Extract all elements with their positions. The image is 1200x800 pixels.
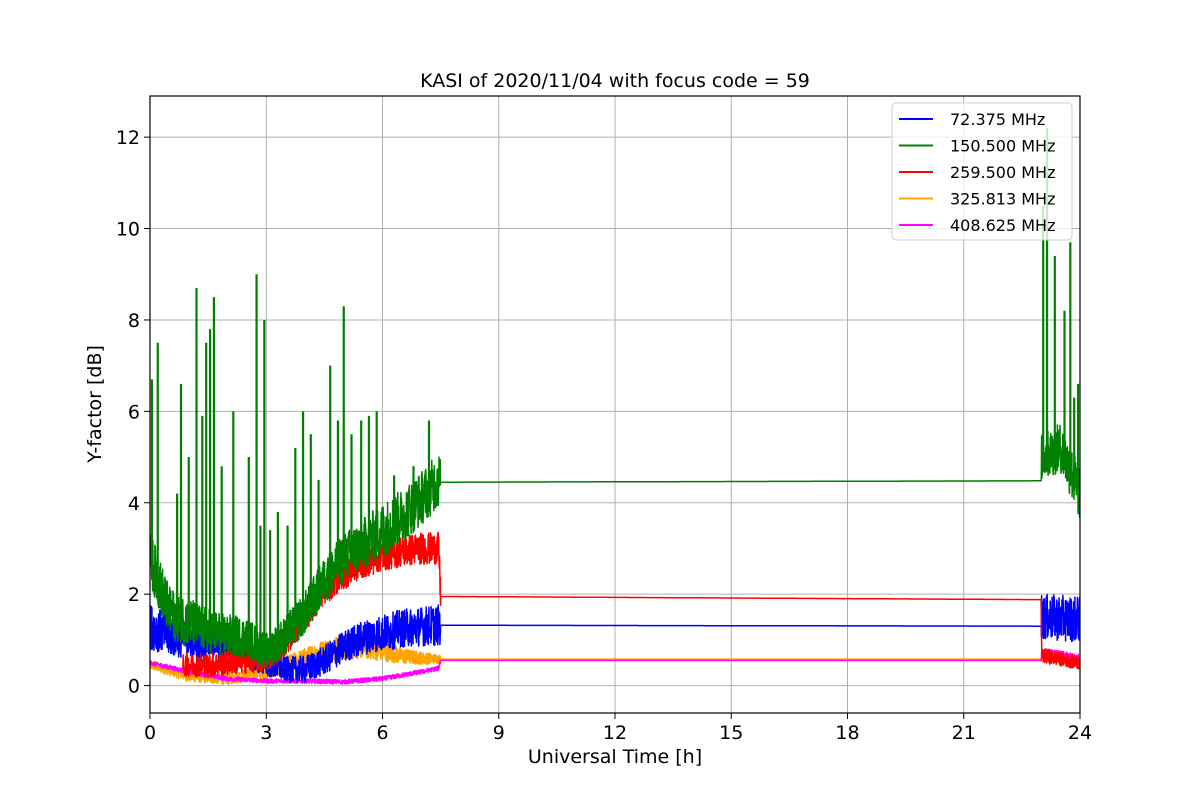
- x-tick-label: 6: [376, 722, 388, 744]
- legend-entry-label: 408.625 MHz: [950, 216, 1055, 235]
- series-line: [150, 593, 1080, 684]
- x-axis-label: Universal Time [h]: [528, 746, 702, 768]
- x-tick-label: 9: [493, 722, 505, 744]
- y-axis: 0 2 4 6 8 10 12: [116, 127, 150, 698]
- y-tick-label: 12: [116, 127, 140, 149]
- legend-entry-label: 150.500 MHz: [950, 137, 1055, 156]
- x-tick-label: 0: [144, 722, 156, 744]
- series-150-500-mhz: [150, 127, 1080, 669]
- series-line: [150, 424, 1080, 669]
- legend-entry-label: 325.813 MHz: [950, 190, 1055, 209]
- legend-entry-label: 72.375 MHz: [950, 110, 1045, 129]
- x-axis: 0 3 6 9 12 15 18 21 24: [144, 713, 1092, 744]
- x-tick-label: 21: [952, 722, 976, 744]
- y-tick-label: 0: [128, 676, 140, 698]
- series-72-375-mhz: [150, 593, 1080, 684]
- x-tick-label: 18: [835, 722, 859, 744]
- series-line: [150, 633, 1080, 686]
- legend: 72.375 MHz 150.500 MHz 259.500 MHz 325.813 …: [891, 102, 1073, 241]
- x-tick-label: 15: [719, 722, 743, 744]
- legend-box: [891, 102, 1073, 241]
- x-tick-label: 24: [1068, 722, 1092, 744]
- y-tick-label: 4: [128, 493, 140, 515]
- y-axis-label: Y-factor [dB]: [84, 345, 106, 464]
- grid: [149, 96, 1081, 713]
- series-325-813-mhz: [150, 633, 1080, 686]
- legend-entry-label: 259.500 MHz: [950, 163, 1055, 182]
- y-tick-label: 6: [128, 401, 140, 423]
- y-tick-label: 2: [128, 584, 140, 606]
- y-tick-label: 8: [128, 310, 140, 332]
- x-tick-label: 12: [603, 722, 627, 744]
- series-line: [182, 531, 1080, 678]
- y-tick-label: 10: [116, 219, 140, 241]
- plot-area: [150, 127, 1080, 686]
- chart-title: KASI of 2020/11/04 with focus code = 59: [420, 70, 810, 92]
- x-tick-label: 3: [260, 722, 272, 744]
- series-259-500-mhz: [182, 531, 1080, 678]
